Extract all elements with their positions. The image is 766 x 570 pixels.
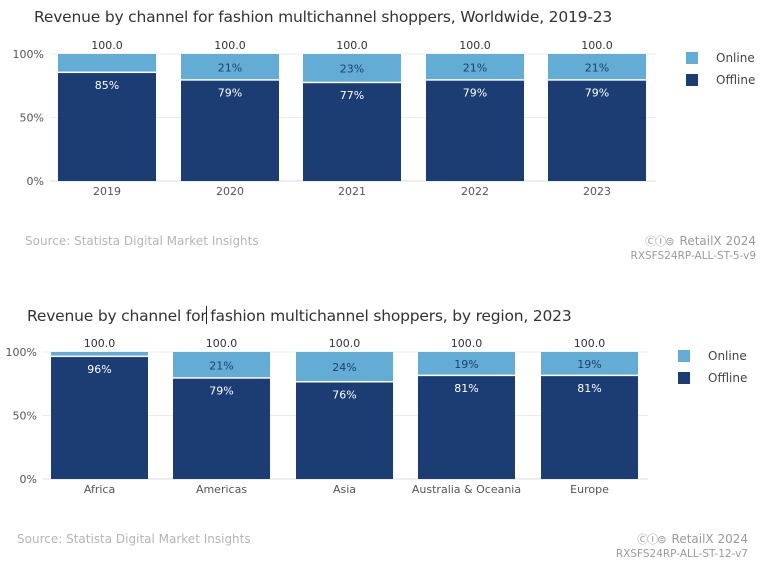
chart-2-title-part-1: Revenue by channel for <box>27 307 207 325</box>
chart-2-title: Revenue by channel for fashion multichan… <box>27 306 572 325</box>
total-label: 100.0 <box>574 337 606 350</box>
data-label-offline: 96% <box>87 363 111 376</box>
x-tick-label: Australia & Oceania <box>412 483 521 496</box>
bar-offline-2023 <box>548 80 646 181</box>
legend-swatch-online <box>678 350 690 362</box>
y-tick-label: 100% <box>13 48 44 61</box>
data-label-offline: 79% <box>209 385 233 398</box>
data-label-online: 21% <box>218 61 242 74</box>
chart-1-code: RXSFS24RP-ALL-ST-5-v9 <box>630 250 756 262</box>
total-label: 100.0 <box>329 337 361 350</box>
data-label-online: 23% <box>340 63 364 76</box>
bar-online-2019 <box>58 54 156 72</box>
bar-online-asia <box>296 352 393 381</box>
x-tick-label: Europe <box>570 483 609 496</box>
legend-swatch-offline <box>678 372 690 384</box>
chart-2-brand: ⒸⒾ⊜ RetailX 2024 <box>637 531 748 547</box>
bar-online-2023 <box>548 54 646 80</box>
chart-1-plot: 0% 50% 100% 85% 100.0 2019 79% 21% 100.0 2020 77% 2… <box>13 39 756 198</box>
data-label-offline: 81% <box>577 382 601 395</box>
data-label-online: 24% <box>332 361 356 374</box>
bar-offline-2022 <box>426 80 524 181</box>
data-label-offline: 85% <box>95 79 119 92</box>
legend-swatch-online <box>686 52 698 64</box>
legend-label-online: Online <box>716 51 755 65</box>
y-tick-label: 0% <box>27 175 44 188</box>
x-tick-label: Asia <box>333 483 356 496</box>
x-tick-label: Africa <box>84 483 115 496</box>
legend-label-offline: Offline <box>708 371 747 385</box>
y-tick-label: 50% <box>20 112 44 125</box>
x-tick-label: 2020 <box>216 185 244 198</box>
total-label: 100.0 <box>206 337 238 350</box>
total-label: 100.0 <box>336 39 368 52</box>
legend-swatch-offline <box>686 74 698 86</box>
total-label: 100.0 <box>581 39 613 52</box>
total-label: 100.0 <box>91 39 123 52</box>
bar-offline-2019 <box>58 73 156 181</box>
legend-label-offline: Offline <box>716 73 755 87</box>
data-label-offline: 79% <box>218 87 242 100</box>
x-tick-label: 2022 <box>461 185 489 198</box>
bar-online-2022 <box>426 54 524 80</box>
data-label-online: 19% <box>454 358 478 371</box>
data-label-offline: 81% <box>454 382 478 395</box>
bar-offline-americas <box>173 378 270 479</box>
chart-2-code: RXSFS24RP-ALL-ST-12-v7 <box>615 548 748 560</box>
creative-commons-icon: ⒸⒾ⊜ <box>637 533 666 546</box>
x-tick-label: 2021 <box>338 185 366 198</box>
data-label-offline: 79% <box>585 87 609 100</box>
creative-commons-icon: ⒸⒾ⊜ <box>645 235 674 248</box>
total-label: 100.0 <box>451 337 483 350</box>
bar-online-africa <box>51 352 148 356</box>
y-tick-label: 50% <box>13 410 37 423</box>
chart-1-source: Source: Statista Digital Market Insights <box>25 234 259 248</box>
total-label: 100.0 <box>214 39 246 52</box>
bar-offline-africa <box>51 357 148 479</box>
bar-offline-australia-oceania <box>418 376 515 479</box>
y-tick-label: 0% <box>20 473 37 486</box>
total-label: 100.0 <box>459 39 491 52</box>
legend-label-online: Online <box>708 349 747 363</box>
data-label-offline: 79% <box>463 87 487 100</box>
text-cursor <box>205 306 207 324</box>
total-label: 100.0 <box>84 337 116 350</box>
bar-online-2021 <box>303 54 401 82</box>
data-label-offline: 76% <box>332 388 356 401</box>
bar-offline-europe <box>541 376 638 479</box>
bar-online-australia-oceania <box>418 352 515 375</box>
chart-2-title-part-2: fashion multichannel shoppers, by region… <box>205 307 572 325</box>
chart-2-source: Source: Statista Digital Market Insights <box>17 532 251 546</box>
chart-1-brand: ⒸⒾ⊜ RetailX 2024 <box>645 233 756 249</box>
chart-1-brand-text: RetailX 2024 <box>679 234 756 248</box>
data-label-offline: 77% <box>340 89 364 102</box>
data-label-online: 21% <box>463 61 487 74</box>
data-label-online: 21% <box>585 61 609 74</box>
bar-offline-2021 <box>303 83 401 181</box>
bar-offline-2020 <box>181 80 279 181</box>
bar-online-americas <box>173 352 270 378</box>
y-tick-label: 100% <box>6 346 37 359</box>
data-label-online: 19% <box>577 358 601 371</box>
chart-1-title: Revenue by channel for fashion multichan… <box>34 8 613 26</box>
bar-online-europe <box>541 352 638 375</box>
chart-2-brand-text: RetailX 2024 <box>671 532 748 546</box>
x-tick-label: Americas <box>196 483 247 496</box>
x-tick-label: 2023 <box>583 185 611 198</box>
bar-offline-asia <box>296 382 393 479</box>
data-label-online: 21% <box>209 359 233 372</box>
bar-online-2020 <box>181 54 279 80</box>
x-tick-label: 2019 <box>93 185 121 198</box>
chart-2-plot: 0% 50% 100% 96% 100.0 Africa 79% 21% 100.0 Americ… <box>6 337 748 496</box>
